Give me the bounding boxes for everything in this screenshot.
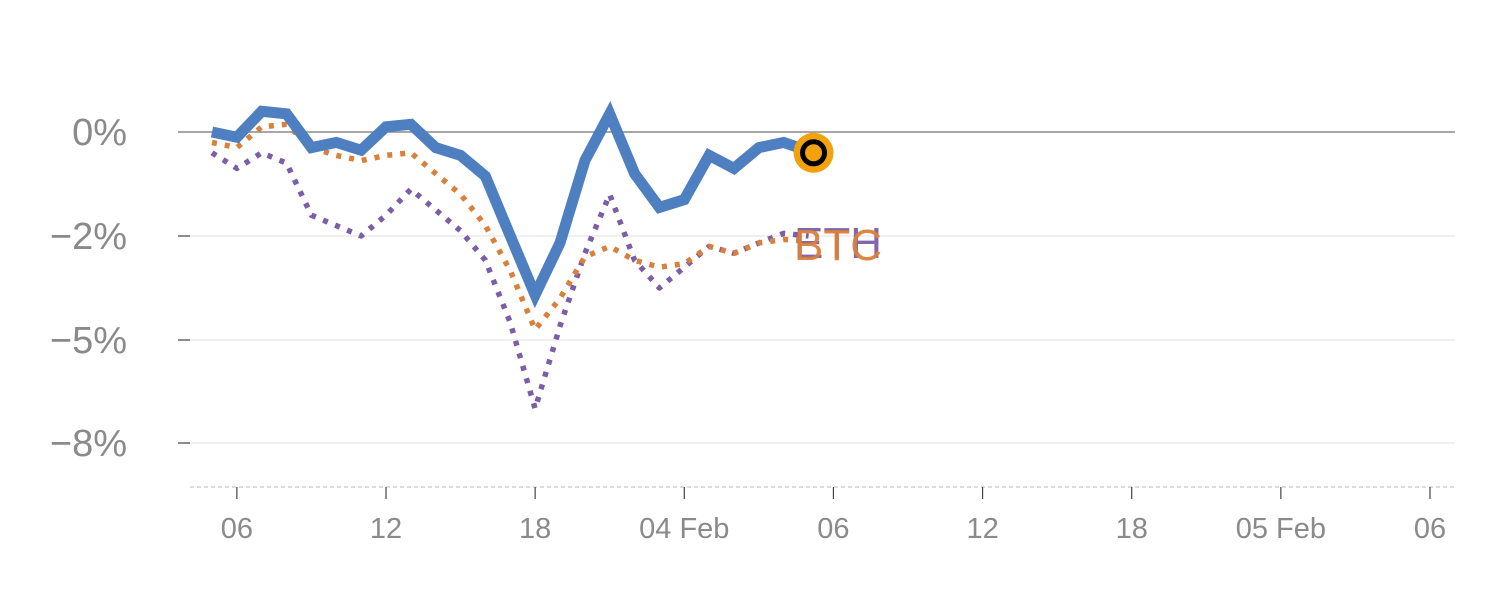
- y-tick-label: −2%: [50, 216, 127, 258]
- end-marker: [793, 132, 834, 173]
- x-tick-label: 12: [370, 513, 402, 545]
- x-tick-label: 04 Feb: [639, 513, 729, 545]
- axes: 0% −2% −5% −8% 06 12 18 04 Feb 06 12 18 05 Feb 06: [50, 112, 1455, 545]
- x-tick-label: 05 Feb: [1236, 513, 1326, 545]
- x-tick-label: 06: [221, 513, 253, 545]
- end-marker-ring: [800, 139, 828, 167]
- series-line-primary: [210, 101, 816, 309]
- x-tick-label: 18: [1116, 513, 1148, 545]
- series-line-btc: [211, 121, 809, 333]
- y-tick-label: 0%: [72, 112, 127, 154]
- y-tick-label: −8%: [50, 423, 127, 465]
- x-tick-label: 06: [1414, 513, 1446, 545]
- x-tick-label: 06: [817, 513, 849, 545]
- x-tick-label: 12: [966, 513, 998, 545]
- series-line-eth: [210, 150, 809, 412]
- x-tick-label: 18: [519, 513, 551, 545]
- end-marker-halo: [793, 132, 834, 173]
- series-label-btc: BTC: [794, 221, 882, 270]
- grid-lines: [178, 131, 1455, 444]
- series-lines: [210, 101, 816, 412]
- y-tick-label: −5%: [50, 320, 127, 362]
- series-label-eth: ETH: [794, 219, 882, 268]
